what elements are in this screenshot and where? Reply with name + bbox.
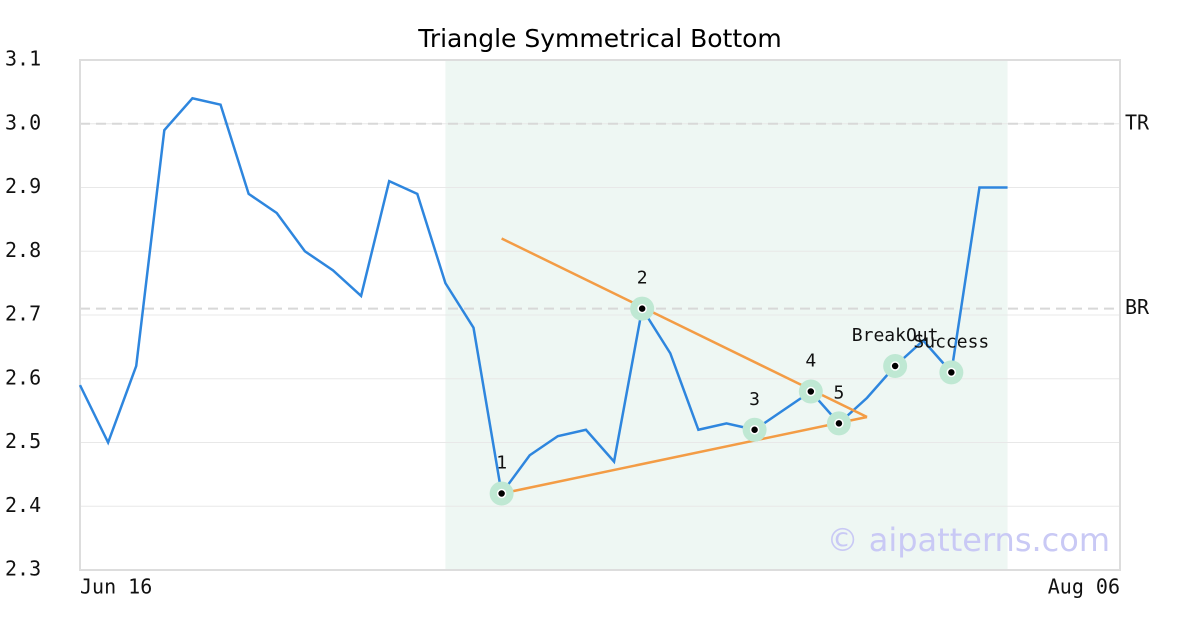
y-tick-label: 2.4 [5,493,41,517]
y-tick-label: 2.8 [5,238,41,262]
pattern-point [749,425,760,435]
pattern-label: BreakOut [852,325,939,346]
y-tick-label: 2.6 [5,365,41,389]
y-tick-label: 3.1 [5,47,41,71]
pattern-label: 3 [749,389,760,410]
pattern-point [834,418,844,429]
x-tick-label: Jun 16 [80,575,152,599]
trend-line [501,415,868,495]
y-tick-label: 2.3 [5,557,41,581]
x-tick-label: Aug 06 [1048,575,1120,599]
y-tick-label: 2.9 [5,174,41,198]
y-tick-label: 2.7 [5,302,41,326]
pattern-label: 5 [833,382,844,403]
pattern-point [946,367,957,378]
pattern-label: 1 [496,453,507,474]
pattern-label: 4 [805,351,816,372]
watermark: © aipatterns.com [827,521,1110,559]
pattern-label: Success [913,331,989,352]
y-tick-label: 3.0 [5,110,41,134]
chart-title: Triangle Symmetrical Bottom [417,24,782,53]
reference-label: BR [1125,295,1150,319]
pattern-point [806,386,816,397]
pattern-point [496,488,507,499]
reference-label: TR [1125,110,1150,134]
pattern-point [890,361,900,371]
y-tick-label: 2.5 [5,429,41,453]
pattern-point [637,303,647,314]
pattern-label: 2 [637,268,648,289]
plot-frame [79,59,1121,571]
